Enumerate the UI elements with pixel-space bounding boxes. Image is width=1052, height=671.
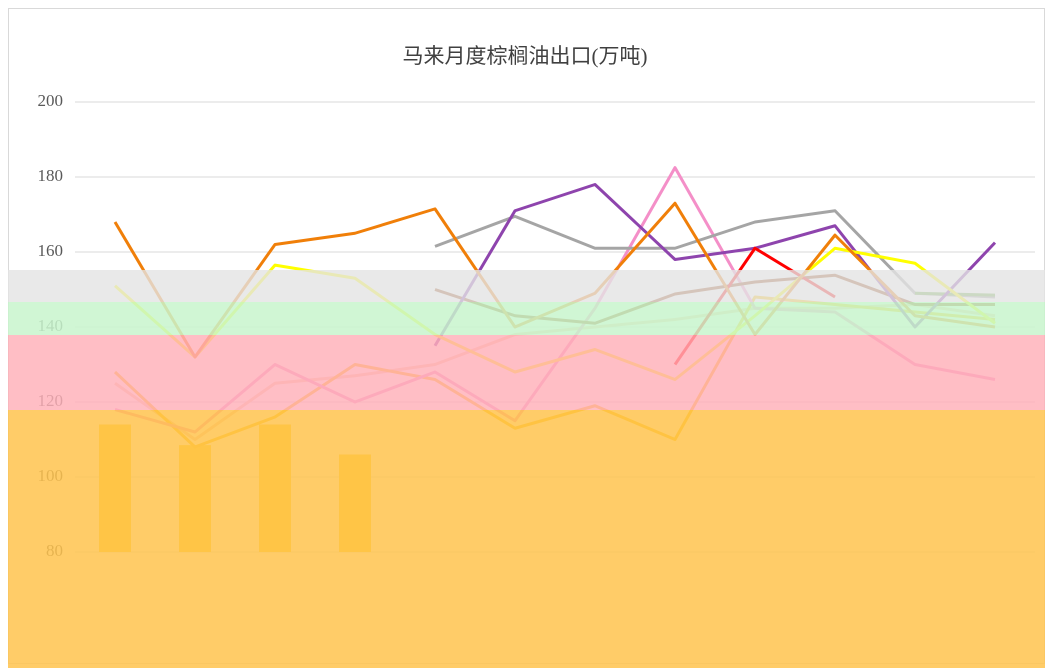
overlay-band <box>8 335 1045 410</box>
y-tick-label: 200 <box>38 91 64 110</box>
overlay-band <box>8 270 1045 302</box>
y-tick-label: 180 <box>38 166 64 185</box>
overlay-band <box>8 302 1045 335</box>
overlay <box>8 270 1045 668</box>
y-tick-label: 160 <box>38 241 64 260</box>
overlay-band <box>8 410 1045 668</box>
chart-title: 马来月度棕榈油出口(万吨) <box>403 44 648 68</box>
